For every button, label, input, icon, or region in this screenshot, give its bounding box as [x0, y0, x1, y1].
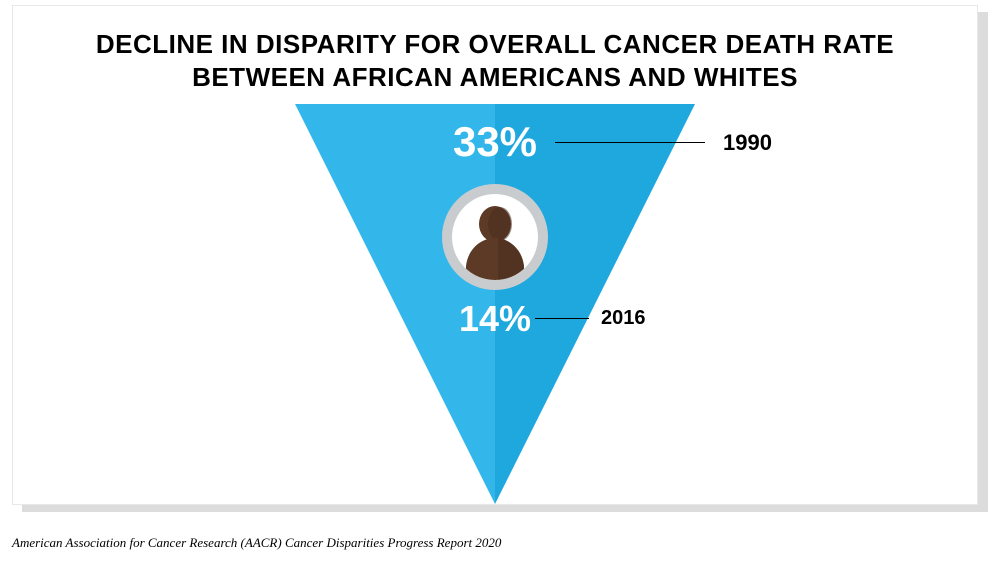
person-silhouette-icon: [452, 194, 538, 280]
percent-value-1990: 33%: [453, 118, 537, 166]
title-line-1: DECLINE IN DISPARITY FOR OVERALL CANCER …: [13, 28, 977, 61]
leader-line-2016: [535, 318, 589, 319]
percent-value-2016: 14%: [459, 298, 531, 340]
avatar-inner-circle: [452, 194, 538, 280]
page-title: DECLINE IN DISPARITY FOR OVERALL CANCER …: [13, 28, 977, 93]
title-line-2: BETWEEN AFRICAN AMERICANS AND WHITES: [13, 61, 977, 94]
avatar-badge: [442, 184, 548, 290]
year-label-2016: 2016: [601, 307, 646, 330]
leader-line-1990: [555, 142, 705, 143]
citation-text: American Association for Cancer Research…: [12, 535, 501, 551]
funnel-triangle: 33% 1990 14% 2016: [295, 104, 695, 524]
year-label-1990: 1990: [723, 130, 772, 156]
infographic-card: DECLINE IN DISPARITY FOR OVERALL CANCER …: [12, 5, 978, 505]
